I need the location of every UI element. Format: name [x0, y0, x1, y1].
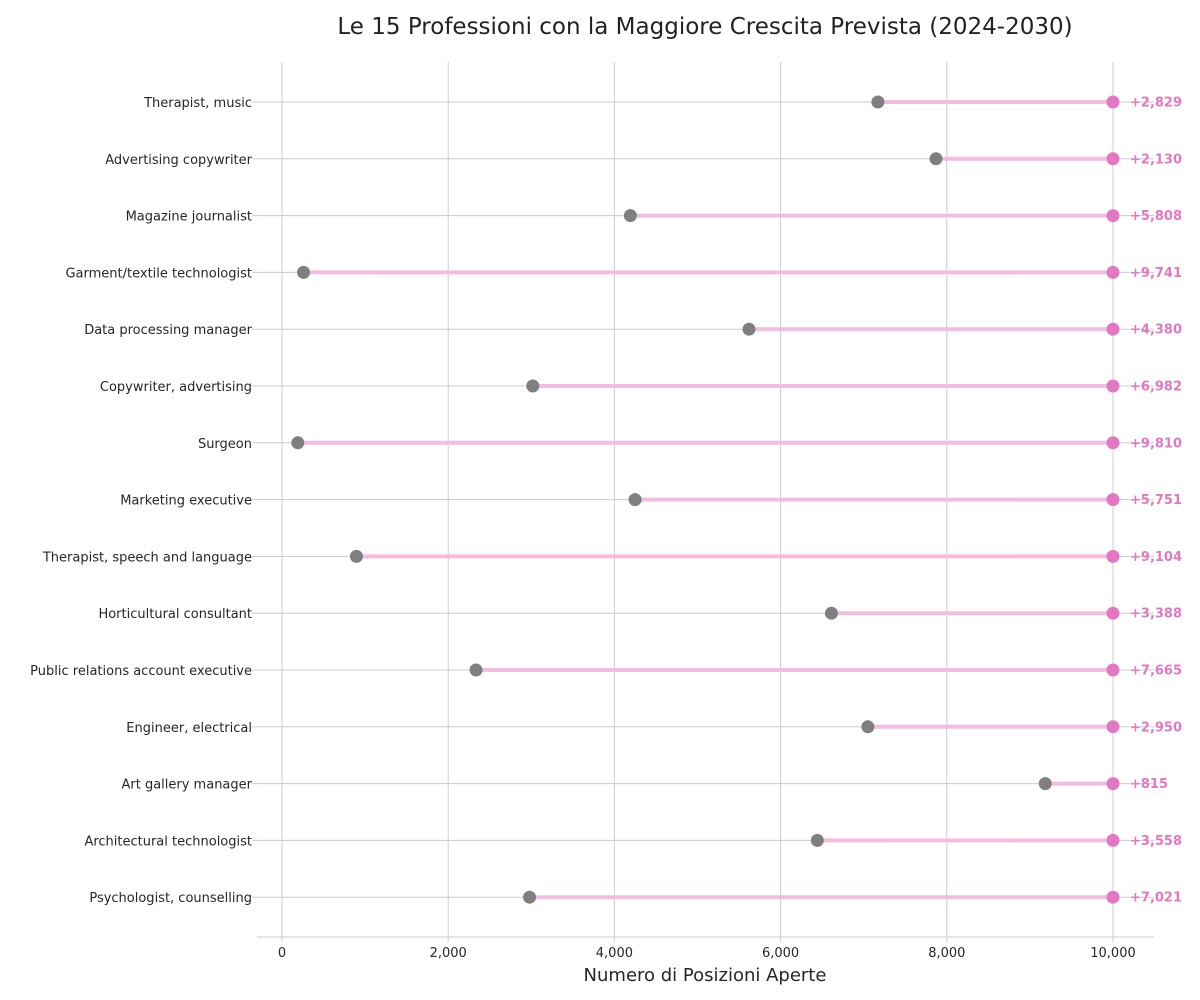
end-point [1106, 606, 1120, 620]
start-point [742, 322, 756, 336]
category-label: Copywriter, advertising [100, 380, 252, 395]
x-tick-label: 4,000 [596, 946, 633, 961]
chart-title: Le 15 Professioni con la Maggiore Cresci… [337, 14, 1072, 40]
x-axis-label: Numero di Posizioni Aperte [584, 965, 827, 986]
x-tick-labels: 0 2,000 4,000 6,000 8,000 10,000 [278, 946, 1136, 961]
x-tick-label: 2,000 [430, 946, 467, 961]
end-point [1106, 322, 1120, 336]
category-label: Therapist, speech and language [42, 550, 252, 565]
end-point [1106, 549, 1120, 563]
growth-label: +7,665 [1130, 664, 1182, 679]
x-tick-label: 10,000 [1090, 946, 1136, 961]
growth-label: +7,021 [1130, 891, 1182, 906]
end-point [1106, 493, 1120, 507]
start-point [469, 663, 483, 677]
start-point [297, 265, 311, 279]
category-label: Data processing manager [84, 323, 252, 338]
start-point [526, 379, 540, 393]
category-label: Public relations account executive [30, 664, 252, 679]
category-label: Art gallery manager [121, 778, 252, 793]
dumbbell-marks: +2,829 +2,130 +5,808 +9,741 +4,380 +6,982 +9,8… [291, 95, 1182, 906]
start-point [929, 152, 943, 166]
category-label: Psychologist, counselling [89, 891, 252, 906]
end-point [1106, 152, 1120, 166]
growth-label: +2,130 [1130, 152, 1182, 167]
category-label: Horticultural consultant [98, 607, 252, 622]
end-point [1106, 95, 1120, 109]
start-point [810, 833, 824, 847]
category-label: Magazine journalist [126, 210, 252, 225]
end-point [1106, 833, 1120, 847]
growth-label: +3,388 [1130, 607, 1182, 622]
start-point [1038, 777, 1052, 791]
end-point [1106, 720, 1120, 734]
start-point [871, 95, 885, 109]
start-point [628, 493, 642, 507]
category-label: Surgeon [198, 437, 252, 452]
growth-label: +5,751 [1130, 493, 1182, 508]
growth-label: +6,982 [1130, 380, 1182, 395]
category-label: Marketing executive [120, 494, 252, 509]
x-tick-label: 8,000 [928, 946, 965, 961]
growth-label: +5,808 [1130, 209, 1182, 224]
start-point [824, 606, 838, 620]
x-tick-label: 6,000 [762, 946, 799, 961]
growth-label: +3,558 [1130, 834, 1182, 849]
category-label: Advertising copywriter [105, 153, 252, 168]
category-label: Architectural technologist [84, 834, 252, 849]
end-point [1106, 436, 1120, 450]
start-point [523, 890, 537, 904]
growth-label: +9,104 [1130, 550, 1182, 565]
growth-label: +9,741 [1130, 266, 1182, 281]
growth-label: +815 [1130, 777, 1168, 792]
end-point [1106, 663, 1120, 677]
category-label: Therapist, music [143, 96, 252, 111]
growth-label: +4,380 [1130, 323, 1182, 338]
growth-label: +2,829 [1130, 96, 1182, 111]
growth-label: +2,950 [1130, 720, 1182, 735]
end-point [1106, 777, 1120, 791]
category-label: Engineer, electrical [126, 721, 252, 736]
end-point [1106, 890, 1120, 904]
start-point [623, 209, 637, 223]
x-tick-label: 0 [278, 946, 286, 961]
start-point [861, 720, 875, 734]
category-label: Garment/textile technologist [65, 266, 252, 281]
end-point [1106, 379, 1120, 393]
grid-layer [252, 62, 1154, 942]
end-point [1106, 265, 1120, 279]
start-point [349, 549, 363, 563]
start-point [291, 436, 305, 450]
category-labels: Therapist, music Advertising copywriter Ma… [30, 96, 252, 906]
end-point [1106, 209, 1120, 223]
growth-label: +9,810 [1130, 436, 1182, 451]
